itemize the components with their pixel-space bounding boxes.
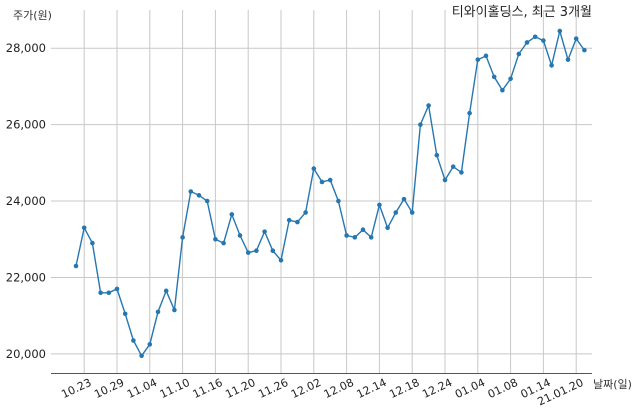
- data-point: [565, 57, 571, 62]
- data-point: [549, 63, 554, 68]
- data-point: [139, 353, 144, 359]
- x-tick-label: 12.02: [289, 376, 323, 401]
- data-point: [327, 177, 333, 183]
- data-point: [229, 212, 235, 217]
- data-point: [196, 193, 202, 198]
- data-point: [541, 38, 546, 43]
- data-point: [204, 198, 210, 204]
- data-point: [516, 51, 522, 57]
- data-point: [114, 286, 120, 292]
- x-tick-label: 11.10: [158, 376, 192, 401]
- x-tick-label: 12.24: [420, 376, 454, 401]
- data-point: [221, 240, 226, 246]
- data-point: [434, 152, 440, 158]
- data-point: [426, 103, 431, 108]
- x-tick-label: 12.14: [355, 376, 389, 401]
- data-point: [418, 122, 423, 127]
- grid-lines: [51, 10, 592, 373]
- data-point: [81, 225, 87, 231]
- data-point: [319, 179, 325, 185]
- data-point: [131, 338, 136, 343]
- data-point: [409, 210, 415, 215]
- x-tick-label: 12.08: [322, 376, 356, 401]
- data-point: [270, 248, 276, 254]
- data-point: [295, 219, 300, 225]
- data-point: [254, 248, 259, 254]
- data-point: [508, 76, 513, 82]
- data-point: [582, 47, 587, 53]
- data-point: [491, 74, 497, 80]
- data-point: [122, 311, 128, 317]
- data-point: [368, 235, 374, 240]
- x-tick-label: 10.23: [59, 376, 93, 401]
- data-point: [532, 34, 538, 40]
- data-point: [237, 233, 243, 238]
- data-point: [401, 196, 407, 202]
- x-tick-label: 11.04: [125, 376, 159, 401]
- data-point: [213, 236, 218, 242]
- y-tick-label: 24,000: [6, 194, 46, 208]
- data-point: [573, 36, 579, 41]
- data-point: [336, 198, 341, 204]
- y-axis-label: 주가(원): [13, 9, 52, 22]
- data-point: [475, 57, 481, 62]
- data-point: [352, 235, 358, 240]
- data-point: [377, 202, 382, 208]
- data-point: [450, 164, 456, 169]
- x-tick-label: 11.20: [223, 376, 257, 401]
- y-tick-label: 28,000: [6, 41, 46, 55]
- x-tick-label: 01.04: [453, 376, 487, 401]
- data-point: [360, 227, 366, 233]
- data-point: [483, 53, 489, 59]
- x-tick-label: 11.26: [256, 376, 290, 401]
- data-point: [147, 342, 153, 347]
- data-point: [98, 290, 103, 296]
- data-point: [500, 87, 505, 93]
- data-point: [155, 309, 161, 315]
- data-point: [344, 233, 349, 238]
- data-point: [163, 288, 169, 294]
- x-tick-label: 12.18: [387, 376, 421, 401]
- x-tick-label: 01.08: [486, 376, 520, 401]
- data-point: [467, 110, 472, 116]
- x-axis-label: 날짜(일): [593, 377, 632, 391]
- data-point: [106, 290, 112, 296]
- y-tick-labels: 20,000 22,000 24,000 26,000 28,000: [6, 41, 46, 361]
- data-point: [385, 225, 390, 231]
- data-point: [393, 210, 399, 215]
- data-point: [442, 177, 448, 183]
- data-point: [303, 210, 308, 215]
- y-tick-label: 20,000: [6, 347, 46, 361]
- data-point: [73, 263, 79, 269]
- data-point: [188, 189, 194, 194]
- x-tick-label: 11.16: [191, 376, 225, 401]
- data-point: [278, 257, 284, 263]
- data-point: [557, 28, 563, 34]
- x-tick-labels: 10.2310.2911.0411.1011.1611.2011.2612.02…: [59, 376, 585, 408]
- series-group: [73, 28, 587, 359]
- data-point: [90, 240, 95, 246]
- data-point: [245, 250, 251, 255]
- data-point: [262, 229, 267, 234]
- y-tick-label: 22,000: [6, 270, 46, 284]
- data-point: [172, 307, 177, 313]
- data-point: [459, 170, 464, 175]
- x-tick-label: 10.29: [92, 376, 126, 401]
- chart-title: 티와이홀딩스, 최근 3개월: [452, 5, 592, 20]
- y-tick-label: 26,000: [6, 118, 46, 132]
- data-point: [311, 166, 317, 171]
- data-point: [286, 217, 292, 223]
- price-line: [75, 28, 585, 358]
- data-point: [180, 235, 185, 240]
- data-point: [524, 40, 530, 45]
